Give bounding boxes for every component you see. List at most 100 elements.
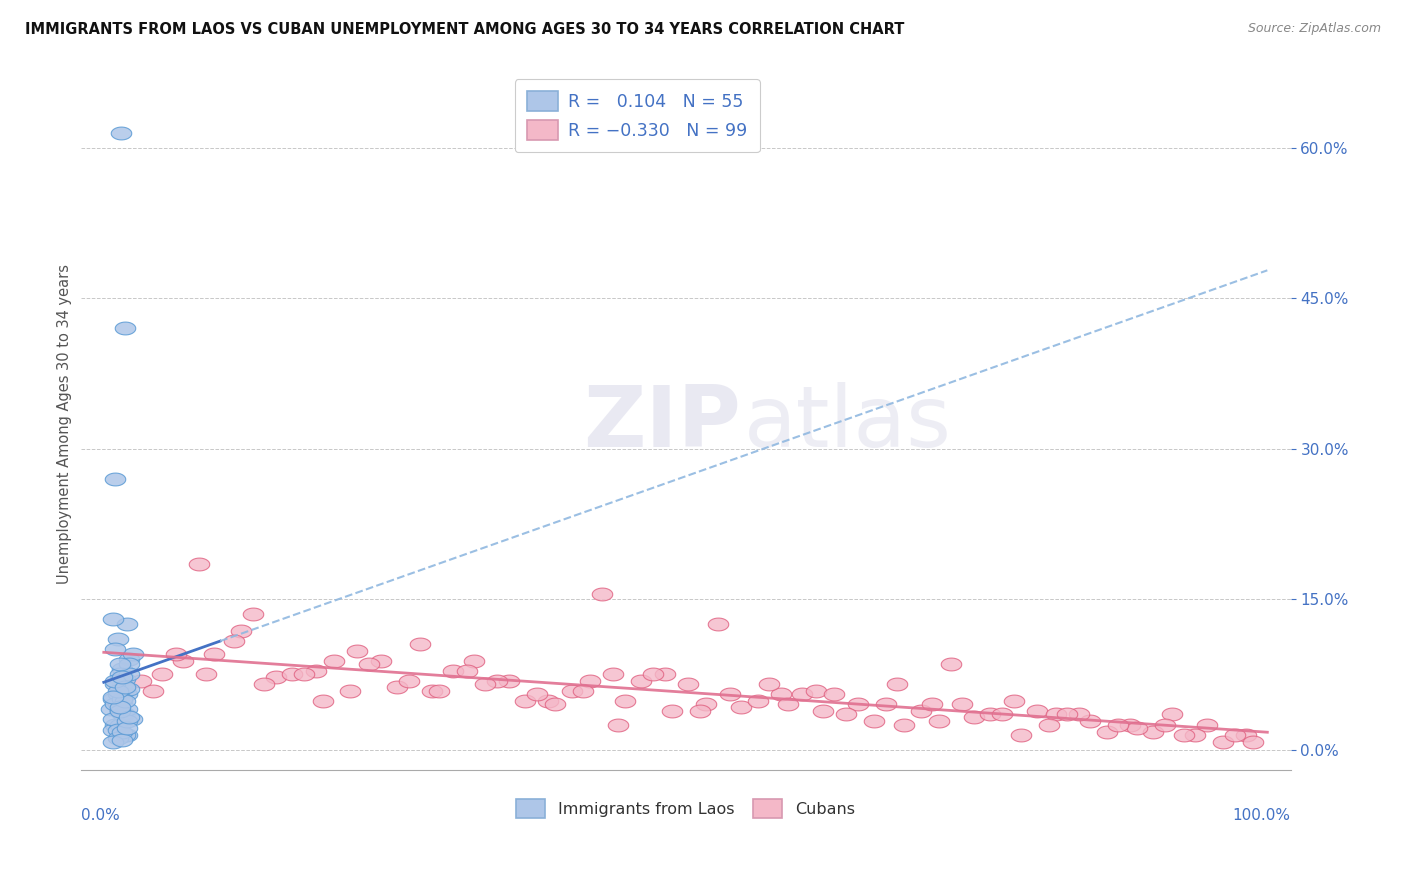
Point: [1026, 705, 1049, 719]
Point: [264, 670, 287, 684]
Point: [385, 681, 408, 695]
Point: [398, 674, 420, 689]
Point: [107, 698, 129, 712]
Point: [129, 674, 152, 689]
Point: [111, 662, 134, 676]
Point: [110, 687, 132, 701]
Point: [952, 698, 974, 712]
Point: [910, 705, 932, 719]
Point: [456, 665, 478, 679]
Text: ZIP: ZIP: [582, 382, 741, 465]
Point: [111, 692, 134, 706]
Point: [114, 681, 136, 695]
Point: [104, 717, 127, 731]
Point: [108, 673, 131, 687]
Point: [107, 687, 129, 701]
Point: [928, 714, 950, 729]
Text: atlas: atlas: [744, 382, 952, 465]
Point: [769, 687, 792, 701]
Point: [513, 694, 536, 708]
Point: [115, 687, 138, 701]
Point: [108, 700, 131, 714]
Point: [107, 684, 129, 698]
Point: [111, 670, 134, 684]
Text: 0.0%: 0.0%: [80, 808, 120, 822]
Point: [1080, 714, 1102, 729]
Point: [115, 714, 138, 729]
Point: [118, 657, 141, 672]
Point: [142, 684, 165, 698]
Point: [165, 648, 187, 662]
Point: [1173, 727, 1195, 741]
Point: [108, 667, 131, 681]
Point: [1107, 717, 1129, 731]
Point: [111, 724, 134, 739]
Point: [104, 642, 127, 657]
Point: [486, 674, 509, 689]
Point: [886, 677, 908, 691]
Point: [118, 710, 141, 724]
Point: [758, 677, 780, 691]
Point: [707, 617, 730, 632]
Point: [304, 665, 326, 679]
Point: [835, 707, 858, 722]
Point: [281, 667, 304, 681]
Point: [1095, 724, 1118, 739]
Point: [150, 667, 173, 681]
Y-axis label: Unemployment Among Ages 30 to 34 years: Unemployment Among Ages 30 to 34 years: [58, 263, 72, 583]
Text: Source: ZipAtlas.com: Source: ZipAtlas.com: [1247, 22, 1381, 36]
Point: [921, 698, 943, 712]
Point: [311, 694, 333, 708]
Point: [689, 705, 711, 719]
Legend: Immigrants from Laos, Cubans: Immigrants from Laos, Cubans: [510, 793, 862, 824]
Point: [115, 721, 138, 735]
Point: [591, 587, 613, 601]
Point: [1045, 707, 1067, 722]
Point: [661, 705, 683, 719]
Point: [108, 657, 131, 672]
Point: [292, 667, 315, 681]
Point: [195, 667, 218, 681]
Point: [846, 698, 869, 712]
Point: [963, 710, 986, 724]
Point: [463, 654, 485, 668]
Point: [1056, 707, 1078, 722]
Point: [1010, 727, 1032, 741]
Point: [114, 682, 136, 697]
Point: [1119, 717, 1142, 731]
Point: [114, 727, 136, 741]
Point: [104, 677, 127, 691]
Point: [346, 644, 368, 658]
Point: [114, 707, 136, 722]
Point: [114, 694, 136, 708]
Point: [1184, 727, 1206, 741]
Point: [101, 690, 124, 705]
Point: [1241, 734, 1264, 748]
Point: [560, 684, 582, 698]
Point: [253, 677, 276, 691]
Point: [111, 732, 134, 747]
Text: IMMIGRANTS FROM LAOS VS CUBAN UNEMPLOYMENT AMONG AGES 30 TO 34 YEARS CORRELATION: IMMIGRANTS FROM LAOS VS CUBAN UNEMPLOYME…: [25, 22, 904, 37]
Point: [107, 731, 129, 745]
Point: [122, 648, 145, 662]
Point: [1154, 717, 1177, 731]
Point: [863, 714, 886, 729]
Point: [602, 667, 624, 681]
Point: [101, 734, 124, 748]
Point: [110, 126, 132, 140]
Point: [1161, 707, 1184, 722]
Point: [188, 557, 211, 571]
Point: [1195, 717, 1218, 731]
Point: [718, 687, 741, 701]
Point: [121, 713, 143, 727]
Point: [641, 667, 664, 681]
Point: [100, 702, 122, 716]
Point: [409, 637, 432, 651]
Point: [939, 657, 962, 672]
Point: [108, 705, 131, 719]
Point: [811, 705, 834, 719]
Point: [544, 698, 567, 712]
Point: [614, 694, 637, 708]
Point: [979, 707, 1001, 722]
Point: [537, 694, 560, 708]
